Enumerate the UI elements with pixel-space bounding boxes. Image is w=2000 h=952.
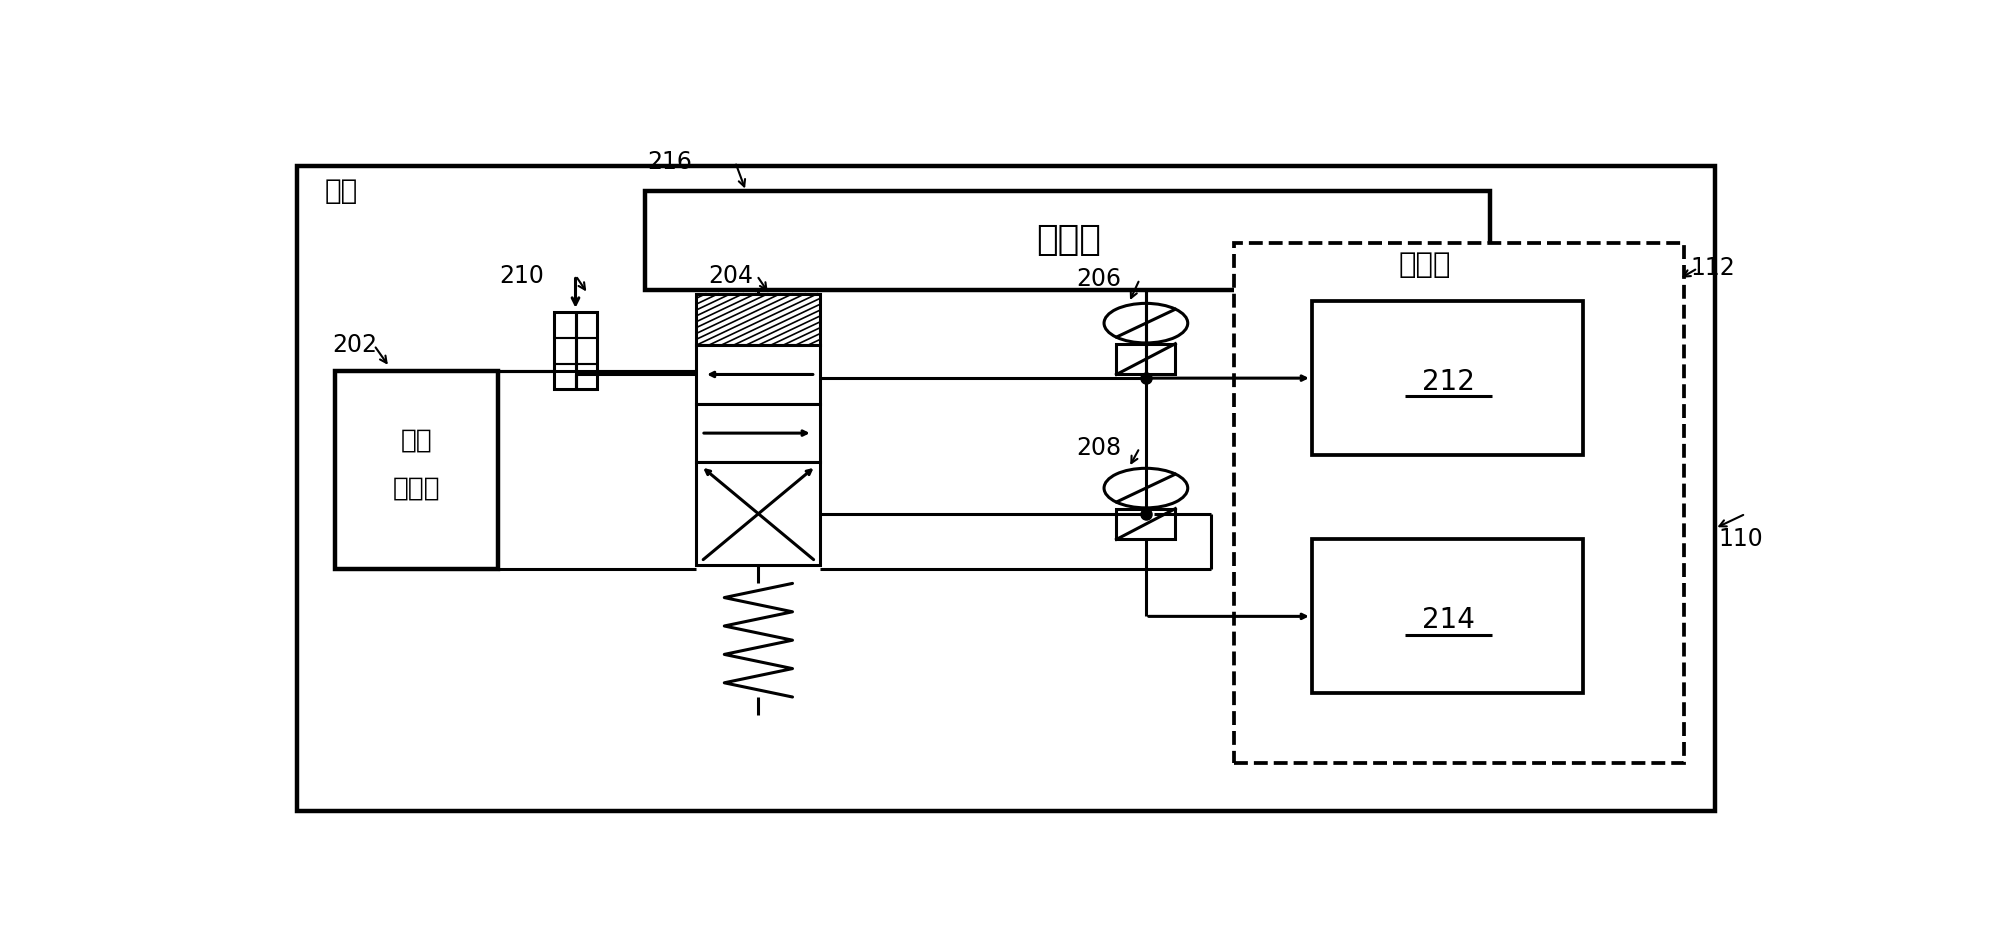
Bar xyxy=(696,346,820,404)
Text: 切割器: 切割器 xyxy=(1398,250,1452,279)
Bar xyxy=(1116,508,1176,540)
Text: 气动: 气动 xyxy=(400,427,432,453)
Text: 206: 206 xyxy=(1076,268,1122,291)
Text: 110: 110 xyxy=(1718,527,1764,551)
Bar xyxy=(554,312,598,389)
Bar xyxy=(696,294,820,346)
Bar xyxy=(1312,540,1584,693)
Text: 204: 204 xyxy=(708,264,752,288)
Text: 压力源: 压力源 xyxy=(392,475,440,501)
Text: 控制器: 控制器 xyxy=(1036,224,1100,257)
Text: 系统: 系统 xyxy=(324,177,358,206)
Text: 216: 216 xyxy=(646,149,692,174)
Text: 212: 212 xyxy=(1422,367,1474,396)
Bar xyxy=(296,166,1714,811)
Text: 202: 202 xyxy=(332,333,378,357)
Text: 208: 208 xyxy=(1076,436,1122,460)
Bar xyxy=(696,463,820,565)
Text: 112: 112 xyxy=(1690,256,1736,280)
Bar xyxy=(1312,301,1584,455)
Text: 210: 210 xyxy=(498,264,544,288)
Bar xyxy=(1234,243,1684,763)
Bar xyxy=(336,370,498,568)
Bar xyxy=(646,191,1490,290)
Bar xyxy=(696,404,820,463)
Bar xyxy=(1116,344,1176,374)
Text: 214: 214 xyxy=(1422,606,1474,634)
